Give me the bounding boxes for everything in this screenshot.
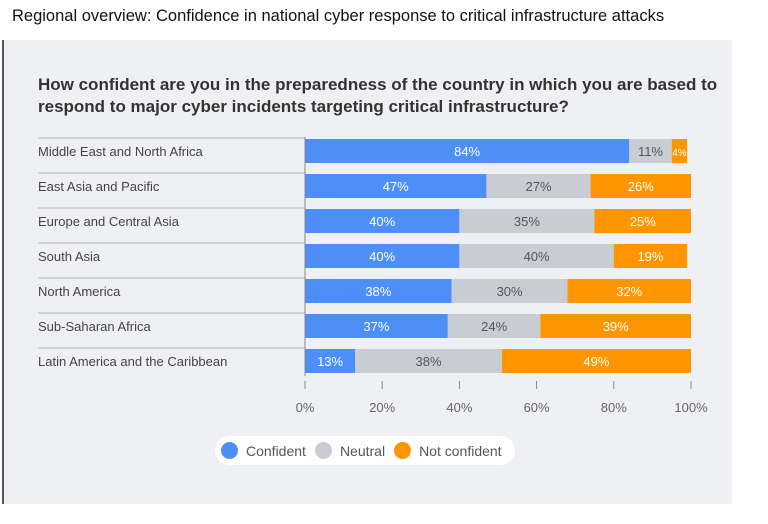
data-label: 38% xyxy=(416,354,442,369)
data-label: 11% xyxy=(638,144,663,159)
x-tick-label: 100% xyxy=(674,400,708,415)
data-label: 27% xyxy=(526,179,552,194)
data-label: 40% xyxy=(524,249,550,264)
legend-item: Confident xyxy=(221,442,306,459)
bar-confident xyxy=(305,314,448,338)
legend: Confident Neutral Not confident xyxy=(215,436,515,465)
category-label: East Asia and Pacific xyxy=(38,179,160,194)
data-label: 4% xyxy=(672,148,687,159)
bar-not-confident xyxy=(501,349,691,373)
bar-not-confident xyxy=(671,139,688,163)
data-label: 38% xyxy=(365,284,391,299)
category-label: Middle East and North Africa xyxy=(38,144,204,159)
legend-label: Confident xyxy=(246,442,306,459)
category-label: Latin America and the Caribbean xyxy=(38,354,227,369)
legend-label: Neutral xyxy=(339,442,386,459)
x-tick-label: 80% xyxy=(601,400,627,415)
legend-item: Neutral xyxy=(314,442,386,459)
legend-swatch xyxy=(221,442,238,459)
data-label: 24% xyxy=(481,319,507,334)
data-label: 47% xyxy=(383,179,409,194)
bar-neutral xyxy=(355,349,502,373)
legend-swatch xyxy=(394,442,412,459)
bar-not-confident xyxy=(590,174,691,198)
page-title: Regional overview: Confidence in nationa… xyxy=(12,7,665,25)
bar-confident xyxy=(305,209,460,233)
data-label: 40% xyxy=(369,214,395,229)
x-tick-label: 40% xyxy=(446,400,472,415)
bar-neutral xyxy=(629,139,672,163)
data-label: 84% xyxy=(454,144,480,159)
category-label: South Asia xyxy=(38,249,101,264)
x-tick-label: 20% xyxy=(369,400,395,415)
data-label: 37% xyxy=(363,319,389,334)
x-tick-label: 0% xyxy=(296,400,315,415)
legend-label: Not confident xyxy=(419,442,502,459)
data-label: 49% xyxy=(583,354,609,369)
bar-neutral xyxy=(459,209,595,233)
data-label: 25% xyxy=(630,214,656,229)
bar-neutral xyxy=(486,174,591,198)
data-label: 32% xyxy=(616,284,642,299)
data-label: 30% xyxy=(497,284,523,299)
bar-not-confident xyxy=(613,244,688,268)
bar-confident xyxy=(305,139,630,163)
legend-swatch xyxy=(314,442,332,459)
bar-confident xyxy=(305,279,452,303)
bar-confident xyxy=(305,174,487,198)
category-label: North America xyxy=(38,284,121,299)
data-label: 19% xyxy=(637,249,663,264)
category-label: Sub-Saharan Africa xyxy=(38,319,152,334)
category-label: Europe and Central Asia xyxy=(38,214,180,229)
bar-not-confident xyxy=(540,314,691,338)
bar-confident xyxy=(305,244,460,268)
data-label: 40% xyxy=(369,249,395,264)
data-label: 13% xyxy=(317,354,343,369)
bar-confident xyxy=(305,349,356,373)
data-label: 35% xyxy=(514,214,540,229)
data-label: 26% xyxy=(628,179,654,194)
chart-panel xyxy=(2,40,732,504)
x-tick-label: 60% xyxy=(524,400,550,415)
data-label: 39% xyxy=(603,319,629,334)
bar-neutral xyxy=(447,314,541,338)
bar-neutral xyxy=(451,279,568,303)
bar-neutral xyxy=(459,244,614,268)
chart-title: How confident are you in the preparednes… xyxy=(38,75,718,116)
bar-not-confident xyxy=(567,279,691,303)
legend-item: Not confident xyxy=(394,442,502,459)
bar-not-confident xyxy=(594,209,691,233)
